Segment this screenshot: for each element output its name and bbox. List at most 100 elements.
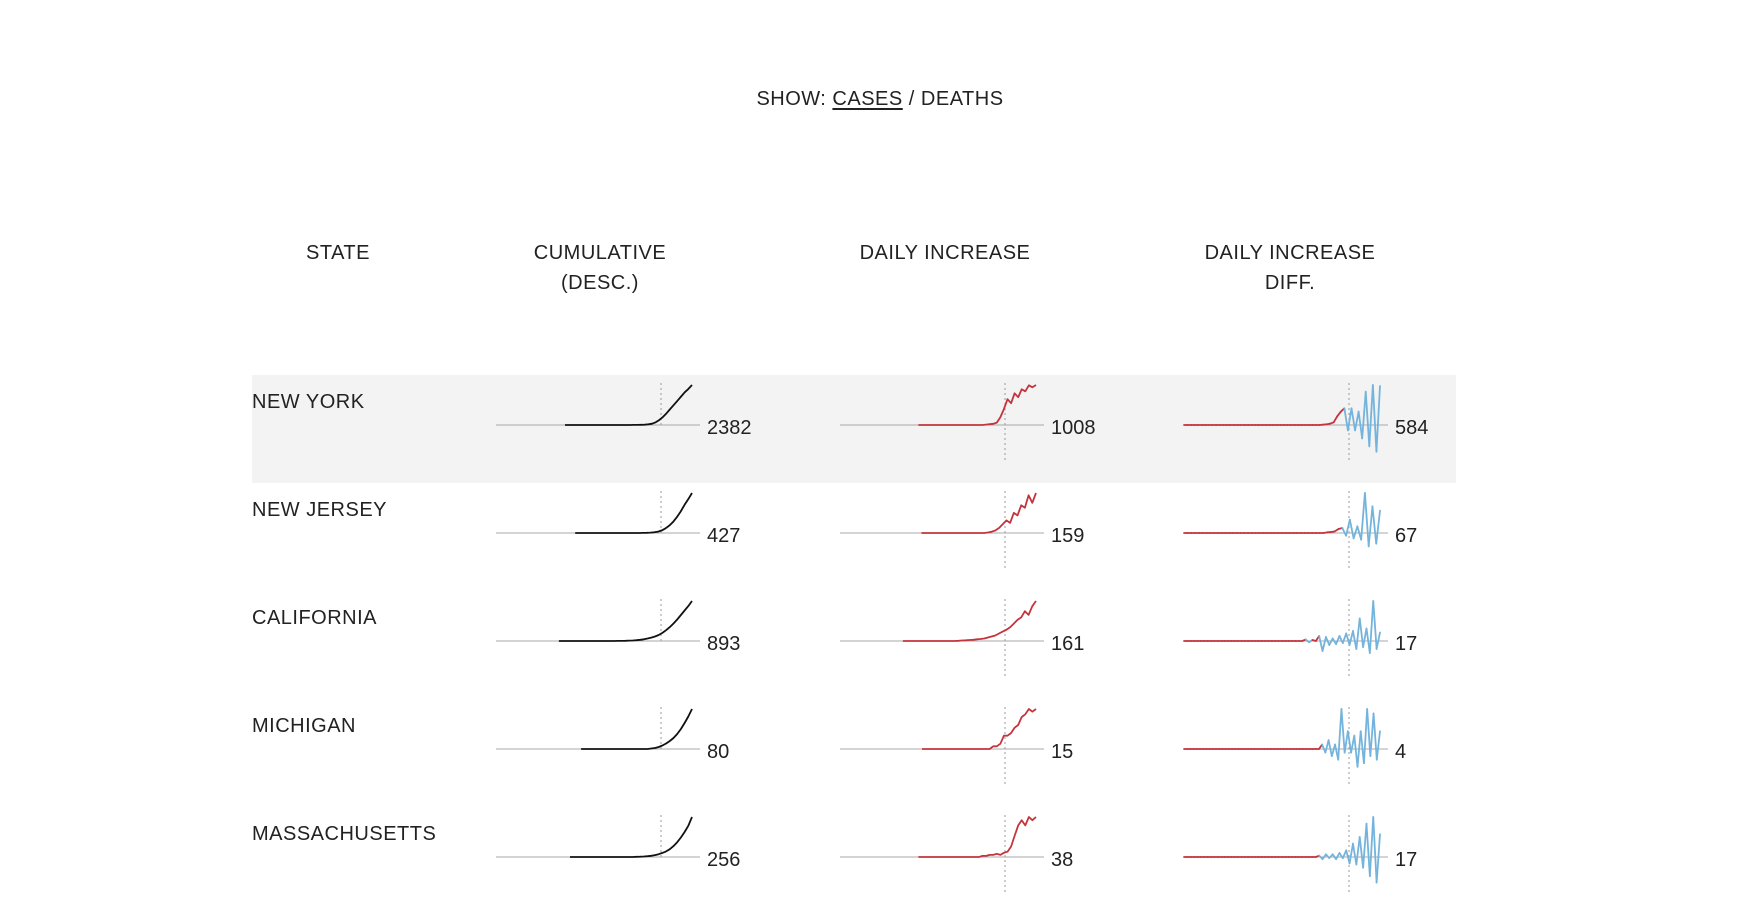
diff-segment (1369, 506, 1373, 546)
toggle-cases[interactable]: CASES (832, 88, 902, 110)
cumulative-value: 2382 (707, 417, 752, 440)
header-diff[interactable]: DAILY INCREASE DIFF. (1185, 238, 1395, 298)
diff-segment (1351, 408, 1355, 430)
cumulative-value: 80 (707, 741, 729, 764)
header-state: STATE (288, 238, 388, 268)
diff-segment (1356, 837, 1359, 864)
cumulative-line (575, 493, 692, 533)
diff-segment (1323, 637, 1326, 651)
cumulative-value: 427 (707, 525, 740, 548)
diff-segment (1364, 709, 1367, 763)
diff-segment (1350, 520, 1354, 539)
cumulative-line (559, 601, 692, 641)
daily-sparkline (840, 491, 1040, 571)
diff-segment (1362, 392, 1366, 439)
table-row[interactable]: MASSACHUSETTS 256 38 17 (252, 807, 1456, 915)
diff-segment (1334, 416, 1338, 422)
header-diff-line1: DAILY INCREASE (1185, 238, 1395, 268)
diff-segment (1363, 824, 1366, 868)
diff-segment (1329, 740, 1332, 756)
toggle-deaths[interactable]: DEATHS (921, 88, 1004, 110)
diff-segment (1336, 853, 1339, 859)
diff-value: 4 (1395, 741, 1406, 764)
diff-sparkline (1184, 491, 1384, 571)
diff-segment (1370, 713, 1373, 756)
diff-segment (1376, 386, 1380, 452)
diff-segment (1341, 709, 1344, 753)
diff-segment (1366, 392, 1370, 447)
diff-segment (1366, 824, 1369, 877)
diff-segment (1365, 493, 1369, 546)
cumulative-line (570, 817, 692, 857)
state-name: MICHIGAN (252, 715, 356, 738)
cumulative-sparkline (496, 383, 696, 463)
header-cumulative-line1: CUMULATIVE (500, 238, 700, 268)
header-daily-line1: DAILY INCREASE (840, 238, 1050, 268)
diff-segment (1370, 817, 1373, 876)
diff-segment (1373, 385, 1377, 452)
cumulative-sparkline (496, 815, 696, 895)
toggle-separator: / (909, 88, 915, 110)
table-row[interactable]: NEW YORK 2382 1008 584 (252, 375, 1456, 483)
diff-segment (1354, 526, 1358, 538)
table-row[interactable]: NEW JERSEY 427 159 67 (252, 483, 1456, 591)
daily-sparkline (840, 383, 1040, 463)
table-row[interactable]: MICHIGAN 80 15 4 (252, 699, 1456, 807)
daily-sparkline (840, 599, 1040, 679)
daily-line (921, 493, 1036, 533)
cumulative-line (581, 709, 692, 749)
daily-line (922, 709, 1036, 749)
daily-value: 159 (1051, 525, 1084, 548)
cumulative-sparkline (496, 599, 696, 679)
daily-line (903, 601, 1036, 641)
diff-segment (1373, 817, 1376, 883)
daily-value: 38 (1051, 849, 1073, 872)
diff-segment (1374, 713, 1377, 759)
cumulative-value: 893 (707, 633, 740, 656)
daily-value: 1008 (1051, 417, 1096, 440)
header-cumulative[interactable]: CUMULATIVE (DESC.) (500, 238, 700, 298)
diff-segment (1376, 511, 1380, 544)
diff-segment (1319, 636, 1322, 651)
diff-sparkline (1184, 599, 1384, 679)
diff-segment (1338, 709, 1341, 760)
diff-segment (1329, 639, 1332, 646)
header-daily[interactable]: DAILY INCREASE (840, 238, 1050, 268)
diff-segment (1372, 506, 1376, 543)
diff-segment (1348, 408, 1352, 430)
daily-sparkline (840, 815, 1040, 895)
daily-sparkline (840, 707, 1040, 787)
header-diff-line2: DIFF. (1185, 268, 1395, 298)
diff-value: 584 (1395, 417, 1428, 440)
state-name: CALIFORNIA (252, 607, 377, 630)
diff-segment (1370, 601, 1373, 653)
header-cumulative-line2: (DESC.) (500, 268, 700, 298)
cumulative-line (565, 385, 692, 425)
diff-value: 17 (1395, 849, 1417, 872)
state-name: NEW JERSEY (252, 499, 387, 522)
daily-value: 15 (1051, 741, 1073, 764)
daily-line (918, 385, 1036, 425)
daily-value: 161 (1051, 633, 1084, 656)
cumulative-value: 256 (707, 849, 740, 872)
diff-segment (1369, 385, 1373, 446)
diff-segment (1350, 844, 1353, 864)
diff-segment (1344, 408, 1348, 430)
diff-value: 67 (1395, 525, 1417, 548)
cumulative-sparkline (496, 491, 696, 571)
diff-segment (1355, 412, 1359, 431)
diff-segment (1377, 731, 1380, 759)
daily-line (918, 817, 1036, 857)
toggle-prefix: SHOW: (756, 88, 826, 110)
diff-segment (1373, 601, 1376, 649)
state-name: NEW YORK (252, 391, 365, 414)
diff-segment (1356, 619, 1359, 650)
diff-segment (1354, 736, 1357, 767)
table-row[interactable]: CALIFORNIA 893 161 17 (252, 591, 1456, 699)
state-name: MASSACHUSETTS (252, 823, 436, 846)
diff-sparkline (1184, 815, 1384, 895)
diff-segment (1360, 619, 1363, 648)
diff-value: 17 (1395, 633, 1417, 656)
diff-sparkline (1184, 707, 1384, 787)
diff-segment (1336, 636, 1339, 644)
